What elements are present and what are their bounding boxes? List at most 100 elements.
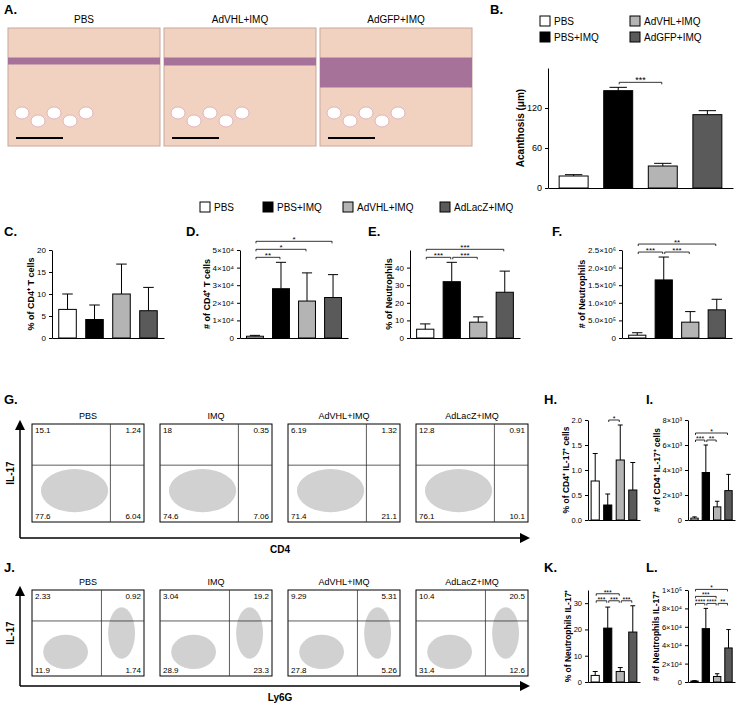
error-bar-stem — [67, 294, 68, 309]
y-axis-arrow — [19, 422, 21, 538]
quadrant-percentage: 0.92 — [125, 592, 141, 601]
bar — [629, 490, 637, 520]
significance-label: *** — [434, 251, 443, 260]
bar — [725, 648, 732, 682]
error-bar — [473, 317, 483, 322]
quadrant-percentage: 10.1 — [509, 512, 525, 521]
significance-label: ** — [674, 238, 680, 247]
bar-panel: C.05101520% of CD4⁺ T cells — [4, 224, 165, 343]
quadrant-percentage: 12.6 — [509, 666, 525, 675]
plot-marks — [59, 264, 158, 338]
error-bar-cap — [618, 667, 623, 668]
error-bar-stem — [705, 608, 706, 628]
plot-marks — [629, 257, 726, 338]
error-bar-cap — [715, 673, 719, 674]
error-bar — [328, 275, 338, 298]
y-tick-mark — [407, 285, 410, 286]
y-tick: 10 — [395, 316, 410, 325]
x-axis — [241, 338, 349, 339]
y-tick-label: 10 — [395, 316, 404, 325]
significance-label: *** — [622, 596, 630, 603]
fat-cell — [343, 115, 357, 127]
x-axis-title: CD4 — [270, 544, 290, 555]
bar — [682, 322, 699, 338]
flow-plot: 180.3574.67.06IMQ — [160, 411, 272, 522]
bar — [648, 166, 677, 188]
flow-plot: 2.330.9211.91.74PBS — [32, 577, 144, 676]
y-axis-title: % of CD4⁺ IL-17⁺ cells — [561, 426, 571, 513]
y-tick-mark — [49, 316, 52, 317]
y-tick: 0 — [537, 183, 548, 193]
scale-bar — [328, 137, 375, 139]
panel-label: E. — [368, 224, 380, 239]
y-tick: 30 — [395, 281, 410, 290]
y-tick: 1.5×10⁶ — [588, 281, 622, 290]
flow-plot-title: AdVHL+IMQ — [319, 577, 370, 587]
plot-frame — [32, 424, 144, 522]
bar — [443, 282, 460, 338]
legend-swatch — [343, 202, 353, 212]
flow-panel: J.2.330.9211.91.74PBS3.0419.228.923.3IMQ… — [4, 560, 528, 703]
y-axis-title: Acanthosis (μm) — [515, 89, 526, 167]
y-tick: 30 — [574, 599, 588, 608]
y-tick-mark — [585, 656, 588, 657]
panel-label: I. — [646, 392, 653, 407]
error-bar — [593, 454, 598, 482]
y-tick-label: 1.0×10⁶ — [588, 299, 616, 308]
bar — [629, 632, 637, 682]
y-tick-mark — [619, 285, 622, 286]
error-bar-cap — [659, 257, 669, 258]
flow-panel: G.15.11.2477.66.04PBS180.3574.67.06IMQ6.… — [4, 392, 528, 555]
plot-marks — [591, 606, 637, 682]
cell-population-shade — [364, 607, 391, 659]
y-tick: 2×10³ — [663, 491, 688, 500]
y-tick-mark — [585, 629, 588, 630]
cell-population-shade — [108, 607, 135, 659]
error-bar-stem — [705, 445, 706, 473]
y-axis-title: # of Neutrophils — [577, 260, 587, 329]
error-bar-stem — [620, 668, 621, 672]
scale-bar — [172, 137, 219, 139]
error-bar-cap — [593, 671, 598, 672]
y-tick: 1×10⁵ — [662, 586, 688, 595]
y-axis-line — [688, 591, 689, 683]
quadrant-percentage: 0.91 — [509, 426, 525, 435]
plot-frame — [288, 424, 400, 522]
significance-label: *** — [635, 75, 646, 85]
bar — [140, 311, 158, 338]
plot-marks — [559, 87, 722, 188]
y-tick-label: 0 — [400, 334, 405, 343]
error-bar — [302, 273, 312, 301]
y-tick-label: 0 — [42, 334, 47, 343]
bar — [616, 460, 624, 520]
y-tick-label: 2.0 — [572, 416, 582, 425]
error-bar — [630, 606, 635, 632]
quadrant-gate — [416, 465, 528, 466]
y-tick-label: 1.0 — [572, 466, 582, 475]
y-axis: 0102030 — [574, 591, 589, 687]
scale-bar — [16, 137, 63, 139]
significance-label: ** — [709, 435, 715, 442]
y-tick-mark — [619, 338, 622, 339]
quadrant-percentage: 5.26 — [381, 666, 397, 675]
error-bar-cap — [726, 629, 730, 630]
error-bar — [593, 671, 598, 675]
bar-panel: D.01×10⁴2×10⁴3×10⁴4×10⁴5×10⁴# of CD4⁺ T … — [186, 224, 349, 343]
plot-frame — [32, 590, 144, 676]
flow-plot-title: PBS — [79, 577, 97, 587]
fat-cell — [391, 107, 405, 119]
image-title: PBS — [74, 14, 94, 25]
y-tick: 0 — [678, 678, 688, 687]
error-bar-stem — [333, 275, 334, 298]
y-tick: 1.0×10⁶ — [588, 299, 622, 308]
significance: * — [609, 415, 620, 422]
quadrant-gate — [32, 465, 144, 466]
y-tick-label: 0 — [537, 183, 542, 193]
legend: PBSPBS+IMQAdVHL+IMQAdLacZ+IMQ — [200, 202, 513, 213]
quadrant-percentage: 1.24 — [125, 426, 141, 435]
epidermis-layer — [8, 58, 160, 65]
significance: *** — [619, 75, 662, 85]
error-bar — [565, 175, 582, 176]
y-axis: 05101520 — [37, 246, 52, 343]
bar — [616, 671, 624, 682]
